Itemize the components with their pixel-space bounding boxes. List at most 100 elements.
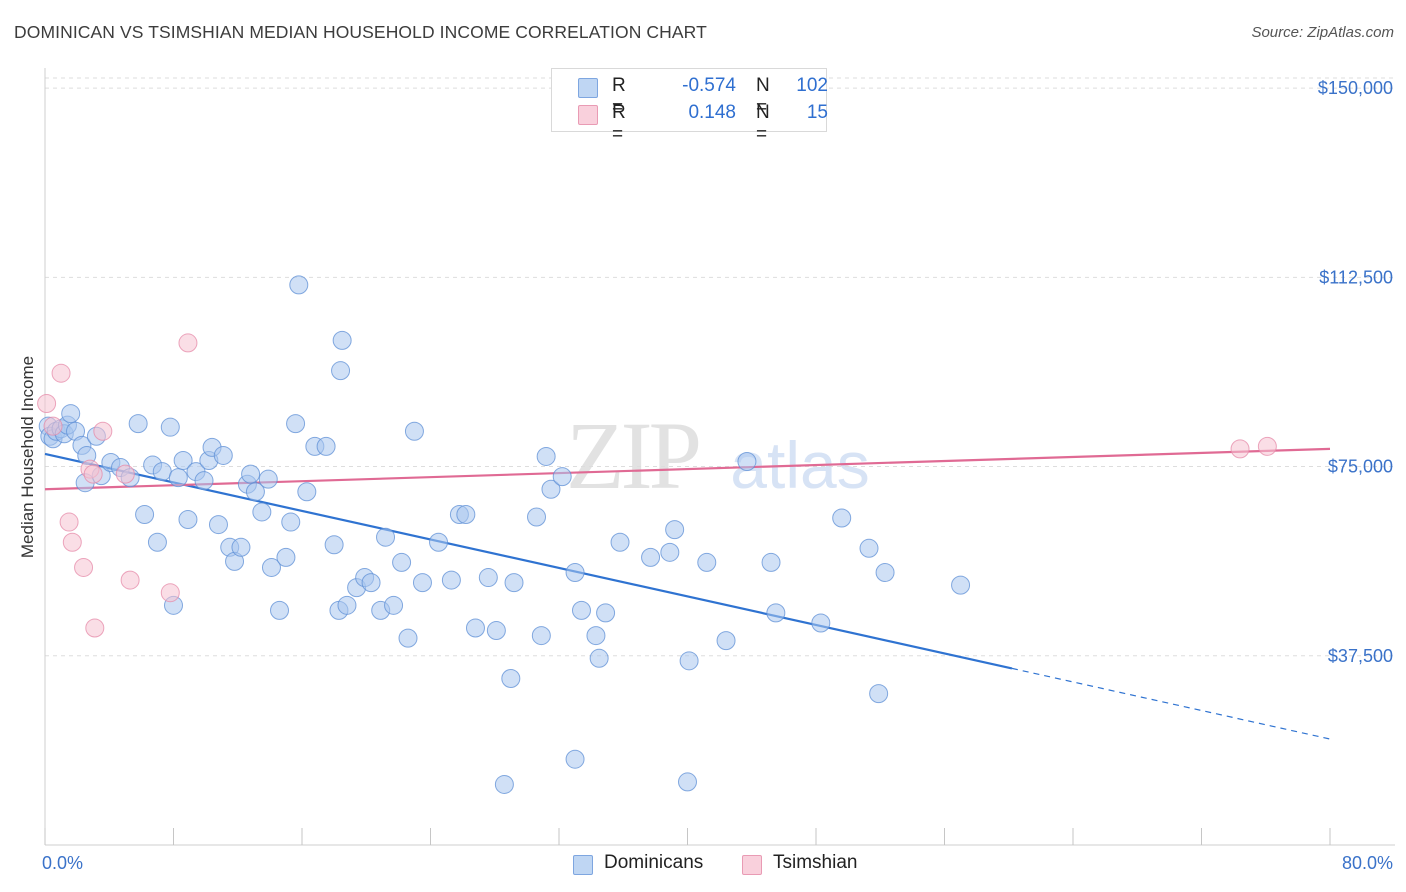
tsimshian-point: [37, 393, 57, 413]
watermark: ZIP atlas: [566, 402, 870, 509]
dominican-point: [289, 275, 309, 295]
dominican-point: [859, 538, 879, 558]
dominican-point: [241, 464, 261, 484]
dominican-point: [376, 527, 396, 547]
legend-n-label: N =: [756, 75, 770, 118]
dominican-point: [286, 414, 306, 434]
points-layer: [37, 275, 1277, 794]
dominican-point: [737, 452, 757, 471]
dominican-point: [679, 651, 699, 671]
tsimshian-point: [83, 464, 103, 484]
dominican-point: [173, 450, 193, 470]
bottom-legend-swatch-tsimshian: [742, 855, 762, 875]
dominican-point: [610, 532, 630, 552]
dominican-point: [297, 482, 317, 502]
dominican-point: [331, 361, 351, 381]
dominican-point: [869, 684, 889, 704]
dominican-point: [766, 603, 786, 623]
dominican-point: [412, 573, 432, 593]
dominican-point: [665, 520, 685, 540]
dominican-point: [332, 330, 352, 350]
dominican-point: [536, 446, 556, 466]
dominican-point: [245, 482, 265, 502]
dominican-point: [660, 542, 680, 562]
dominican-point: [875, 563, 895, 583]
correlation-legend: R = -0.574 N = 102 R = 0.148 N = 15: [551, 68, 828, 145]
dominican-point: [552, 467, 572, 487]
tsimshian-point: [74, 557, 94, 577]
dominican-point: [337, 595, 357, 615]
dominican-point: [135, 504, 155, 524]
x-tick-label-max: 80.0%: [1342, 853, 1393, 873]
source-label: Source: ZipAtlas.com: [1251, 24, 1394, 41]
dominican-point: [811, 613, 831, 633]
dominican-point: [281, 512, 301, 532]
dominican-point: [494, 774, 514, 794]
dominican-trend-extension: [1011, 667, 1331, 740]
dominican-point: [441, 570, 461, 590]
dominican-point: [152, 462, 172, 482]
y-tick-label: $37,500: [1328, 646, 1393, 666]
dominican-point: [147, 532, 167, 552]
grid-layer: [45, 77, 1395, 657]
dominican-point: [324, 535, 344, 555]
tsimshian-point: [115, 464, 135, 484]
tsimshian-point: [93, 421, 113, 441]
dominican-point: [501, 668, 521, 688]
tsimshian-trend-line: [44, 447, 1331, 491]
legend-n-value: 15: [806, 102, 828, 123]
label-layer: $37,500 $75,000 $112,500 $150,000 0.0% 80.0%: [42, 78, 1393, 873]
tsimshian-point: [59, 512, 79, 532]
dominican-point: [478, 568, 498, 588]
dominican-point: [761, 552, 781, 572]
dominican-point: [404, 421, 424, 441]
bottom-legend-label-tsimshian: Tsimshian: [773, 852, 858, 873]
x-tick-label-min: 0.0%: [42, 853, 83, 873]
tsimshian-point: [120, 570, 140, 590]
dominican-point: [168, 468, 188, 488]
legend-r-label: R =: [612, 102, 626, 145]
dominican-point: [194, 471, 214, 491]
dominican-point: [697, 552, 717, 572]
dominican-point: [160, 417, 180, 437]
dominican-point: [951, 575, 971, 595]
bottom-legend-swatch-dominicans: [573, 855, 593, 875]
y-tick-label: $150,000: [1318, 78, 1393, 98]
y-tick-label: $112,500: [1319, 267, 1393, 287]
dominican-point: [565, 749, 585, 769]
y-tick-label: $75,000: [1328, 457, 1393, 477]
dominican-point: [641, 547, 661, 567]
legend-r-label: R =: [612, 75, 626, 118]
tsimshian-point: [43, 416, 63, 436]
legend-r-value: -0.574: [682, 75, 736, 96]
legend-n-label: N =: [756, 102, 770, 145]
dominican-point: [429, 532, 449, 552]
tsimshian-point: [178, 333, 198, 353]
tsimshian-point: [1230, 439, 1250, 459]
dominican-point: [565, 563, 585, 583]
dominican-point: [61, 404, 81, 424]
dominican-point: [456, 504, 476, 524]
dominican-point: [541, 479, 561, 499]
watermark-zip: ZIP: [566, 402, 699, 509]
dominican-point: [678, 772, 697, 792]
dominican-point: [504, 573, 524, 593]
dominican-point: [252, 502, 272, 522]
dominican-point: [465, 618, 485, 638]
dominican-point: [531, 626, 551, 646]
dominican-point: [316, 436, 336, 456]
dominican-point: [258, 469, 278, 489]
dominican-point: [571, 600, 591, 620]
legend-swatch-dominicans: [578, 78, 598, 98]
dominican-point: [586, 626, 606, 646]
tsimshian-point: [160, 583, 180, 603]
dominican-point: [178, 510, 198, 530]
tsimshian-point: [51, 363, 71, 383]
legend-n-value: 102: [796, 75, 828, 96]
dominican-point: [128, 414, 148, 434]
dominican-point: [213, 445, 233, 465]
chart-title: DOMINICAN VS TSIMSHIAN MEDIAN HOUSEHOLD …: [14, 22, 707, 42]
dominican-point: [716, 631, 736, 651]
dominican-point: [527, 507, 547, 527]
